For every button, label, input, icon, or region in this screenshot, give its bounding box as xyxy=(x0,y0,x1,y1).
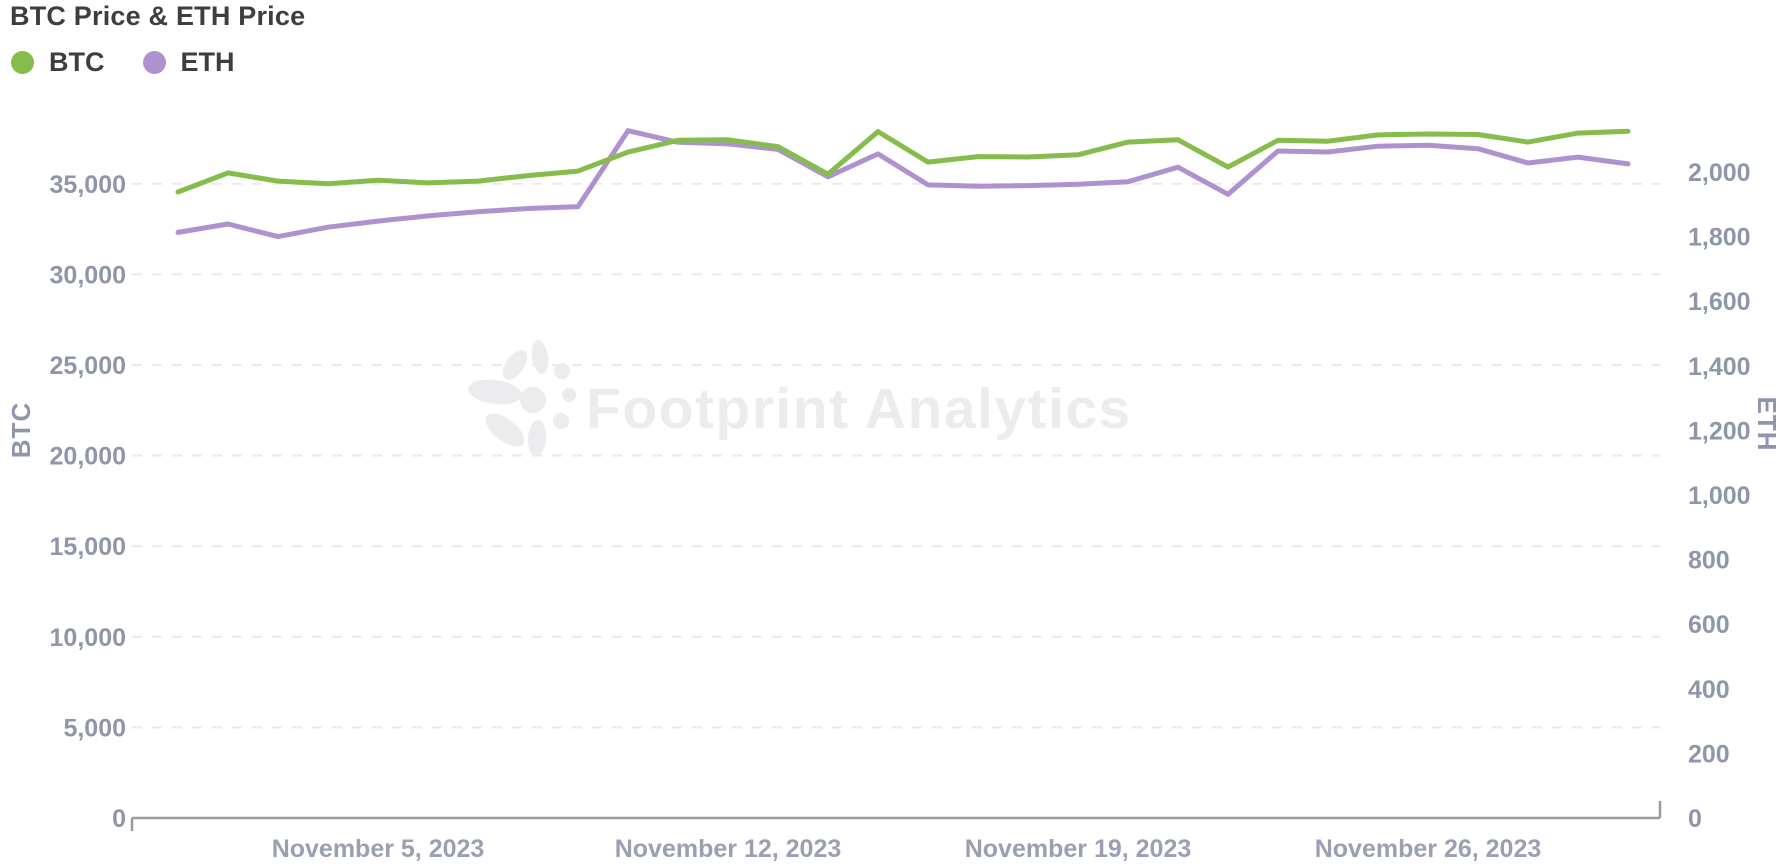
x-axis-tick-labels: November 5, 2023 November 12, 2023 Novembe… xyxy=(272,835,1542,863)
right-axis-name: ETH xyxy=(1752,397,1782,452)
x-axis-tick-label: November 19, 2023 xyxy=(965,835,1192,863)
right-axis-tick-label: 200 xyxy=(1688,740,1730,768)
right-axis-tick-label: 1,400 xyxy=(1688,353,1751,381)
right-axis-tick-label: 2,000 xyxy=(1688,159,1751,187)
footprint-logo-icon xyxy=(468,340,576,456)
btc-price-line xyxy=(175,128,1631,195)
eth-legend-marker-icon xyxy=(142,51,166,74)
left-axis-tick-label: 35,000 xyxy=(50,171,126,199)
right-axis-tick-label: 800 xyxy=(1688,547,1730,575)
left-axis-tick-label: 20,000 xyxy=(50,443,126,471)
x-axis-tick-label: November 26, 2023 xyxy=(1315,835,1542,863)
left-axis-tick-label: 15,000 xyxy=(50,533,126,561)
x-axis-tick-label: November 12, 2023 xyxy=(615,835,842,863)
eth-price-line xyxy=(175,128,1631,240)
right-axis-tick-label: 0 xyxy=(1688,805,1702,833)
series-lines xyxy=(175,128,1631,240)
right-axis-tick-label: 1,200 xyxy=(1688,417,1751,445)
legend: BTC ETH xyxy=(11,49,235,76)
legend-item-btc[interactable]: BTC xyxy=(11,49,105,76)
right-axis-tick-label: 1,600 xyxy=(1688,288,1751,316)
left-axis-tick-labels: 0 5,000 10,000 15,000 20,000 25,000 30,000 35,0… xyxy=(50,171,126,833)
left-axis-tick-label: 0 xyxy=(112,805,126,833)
eth-legend-label: ETH xyxy=(180,47,235,77)
left-axis-tick-label: 5,000 xyxy=(63,714,126,742)
left-axis-tick-label: 25,000 xyxy=(50,352,126,380)
btc-legend-marker-icon xyxy=(11,51,34,74)
watermark: Footprint Analytics xyxy=(468,340,1132,456)
right-axis-tick-label: 600 xyxy=(1688,611,1730,639)
x-axis-tick-label: November 5, 2023 xyxy=(272,835,485,863)
right-axis-tick-labels: 0 200 400 600 800 1,000 1,200 1,400 1,600 1,800 2,… xyxy=(1688,159,1751,833)
right-axis-tick-label: 1,000 xyxy=(1688,482,1751,510)
right-axis-tick-label: 400 xyxy=(1688,676,1730,704)
legend-item-eth[interactable]: ETH xyxy=(142,47,235,77)
x-axis-line xyxy=(130,801,1662,831)
left-axis-tick-label: 10,000 xyxy=(50,624,126,652)
watermark-text: Footprint Analytics xyxy=(586,377,1132,441)
gridlines xyxy=(132,182,1660,729)
left-axis-name: BTC xyxy=(6,402,36,458)
left-axis-tick-label: 30,000 xyxy=(50,261,126,289)
axis-baseline xyxy=(130,801,1662,831)
right-axis-tick-label: 1,800 xyxy=(1688,224,1751,252)
chart-title: BTC Price & ETH Price xyxy=(10,1,306,31)
btc-legend-label: BTC xyxy=(49,47,105,77)
